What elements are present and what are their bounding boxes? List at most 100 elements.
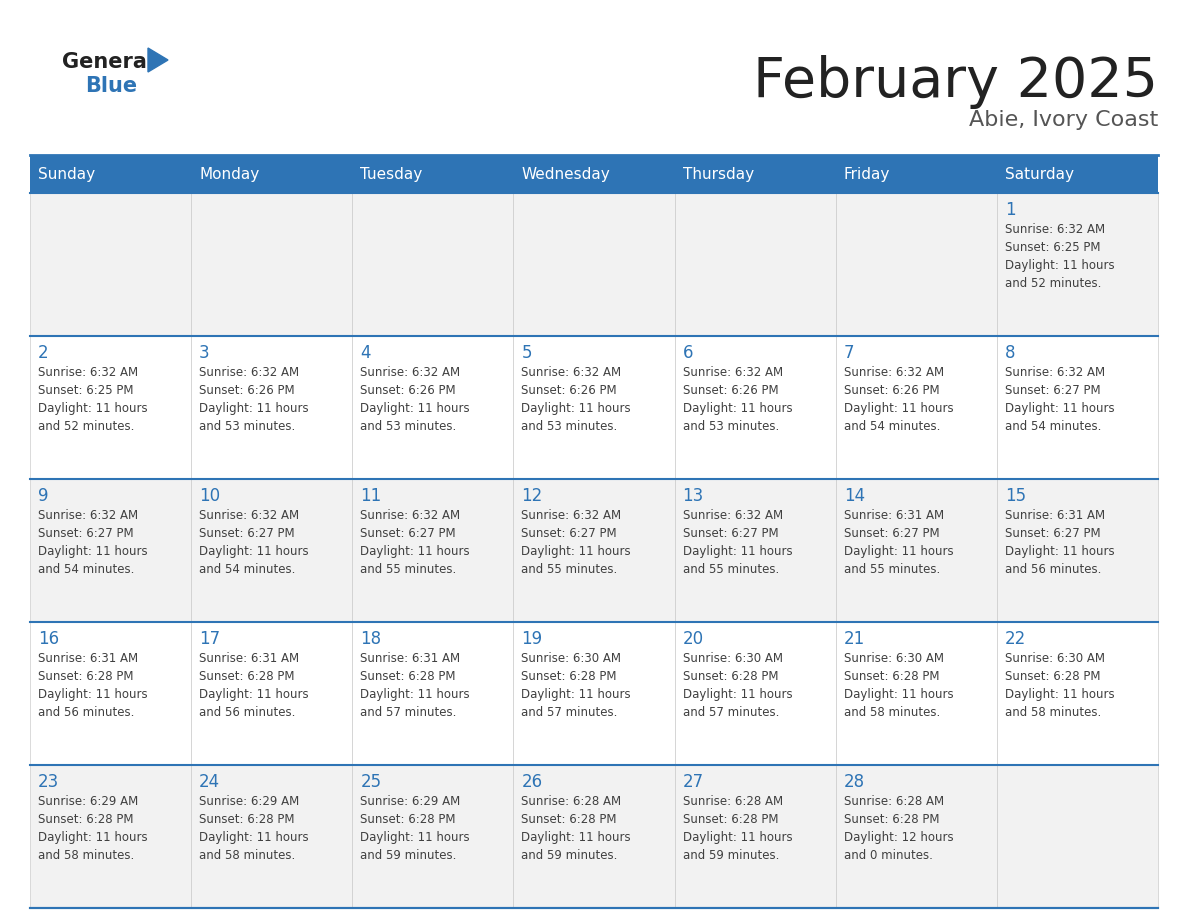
Text: Daylight: 11 hours: Daylight: 11 hours <box>683 688 792 701</box>
Text: Sunrise: 6:32 AM: Sunrise: 6:32 AM <box>38 509 138 522</box>
Bar <box>675 622 835 765</box>
Text: Sunrise: 6:30 AM: Sunrise: 6:30 AM <box>522 652 621 665</box>
Text: 23: 23 <box>38 773 59 791</box>
Bar <box>513 765 675 908</box>
Bar <box>997 622 1158 765</box>
Text: Daylight: 11 hours: Daylight: 11 hours <box>38 402 147 415</box>
Text: Sunset: 6:28 PM: Sunset: 6:28 PM <box>200 670 295 683</box>
Text: and 59 minutes.: and 59 minutes. <box>522 849 618 862</box>
Bar <box>513 193 675 336</box>
Bar <box>835 336 997 479</box>
Text: Sunset: 6:28 PM: Sunset: 6:28 PM <box>522 813 617 826</box>
Text: Sunset: 6:27 PM: Sunset: 6:27 PM <box>843 527 940 540</box>
Text: Sunday: Sunday <box>38 166 95 182</box>
Text: Sunrise: 6:28 AM: Sunrise: 6:28 AM <box>522 795 621 808</box>
Text: 7: 7 <box>843 344 854 362</box>
Text: Daylight: 11 hours: Daylight: 11 hours <box>522 688 631 701</box>
Text: Sunset: 6:27 PM: Sunset: 6:27 PM <box>1005 384 1100 397</box>
Text: and 58 minutes.: and 58 minutes. <box>200 849 296 862</box>
Bar <box>353 479 513 622</box>
Text: and 57 minutes.: and 57 minutes. <box>360 706 456 719</box>
Bar <box>353 336 513 479</box>
Text: Sunset: 6:28 PM: Sunset: 6:28 PM <box>38 813 133 826</box>
Bar <box>353 622 513 765</box>
Text: Daylight: 11 hours: Daylight: 11 hours <box>843 688 953 701</box>
Bar <box>835 765 997 908</box>
Text: General: General <box>62 52 154 72</box>
Text: Sunset: 6:28 PM: Sunset: 6:28 PM <box>843 670 940 683</box>
Text: and 56 minutes.: and 56 minutes. <box>1005 563 1101 576</box>
Text: and 52 minutes.: and 52 minutes. <box>1005 277 1101 290</box>
Text: and 58 minutes.: and 58 minutes. <box>1005 706 1101 719</box>
Text: Daylight: 12 hours: Daylight: 12 hours <box>843 831 953 844</box>
Text: 20: 20 <box>683 630 703 648</box>
Text: Thursday: Thursday <box>683 166 753 182</box>
Bar <box>513 622 675 765</box>
Text: and 53 minutes.: and 53 minutes. <box>683 420 779 433</box>
Text: 16: 16 <box>38 630 59 648</box>
Text: and 59 minutes.: and 59 minutes. <box>360 849 456 862</box>
Text: and 53 minutes.: and 53 minutes. <box>522 420 618 433</box>
Bar <box>997 336 1158 479</box>
Text: Sunrise: 6:32 AM: Sunrise: 6:32 AM <box>683 509 783 522</box>
Bar <box>191 765 353 908</box>
Text: Sunset: 6:27 PM: Sunset: 6:27 PM <box>1005 527 1100 540</box>
Bar <box>30 765 191 908</box>
Text: Sunrise: 6:29 AM: Sunrise: 6:29 AM <box>200 795 299 808</box>
Bar <box>191 336 353 479</box>
Text: Sunrise: 6:32 AM: Sunrise: 6:32 AM <box>360 509 461 522</box>
Bar <box>835 622 997 765</box>
Text: 3: 3 <box>200 344 210 362</box>
Text: and 0 minutes.: and 0 minutes. <box>843 849 933 862</box>
Text: Sunrise: 6:32 AM: Sunrise: 6:32 AM <box>200 366 299 379</box>
Bar <box>675 193 835 336</box>
Text: Abie, Ivory Coast: Abie, Ivory Coast <box>968 110 1158 130</box>
Text: Daylight: 11 hours: Daylight: 11 hours <box>683 831 792 844</box>
Text: and 55 minutes.: and 55 minutes. <box>360 563 456 576</box>
Text: Sunset: 6:28 PM: Sunset: 6:28 PM <box>1005 670 1100 683</box>
Text: Daylight: 11 hours: Daylight: 11 hours <box>1005 259 1114 272</box>
Text: and 53 minutes.: and 53 minutes. <box>360 420 456 433</box>
Text: Sunset: 6:27 PM: Sunset: 6:27 PM <box>683 527 778 540</box>
Text: Sunset: 6:28 PM: Sunset: 6:28 PM <box>522 670 617 683</box>
Text: 8: 8 <box>1005 344 1016 362</box>
Bar <box>191 622 353 765</box>
Text: Sunset: 6:28 PM: Sunset: 6:28 PM <box>200 813 295 826</box>
Text: Daylight: 11 hours: Daylight: 11 hours <box>38 688 147 701</box>
Text: 18: 18 <box>360 630 381 648</box>
Polygon shape <box>148 48 168 72</box>
Text: Daylight: 11 hours: Daylight: 11 hours <box>843 402 953 415</box>
Text: Sunrise: 6:28 AM: Sunrise: 6:28 AM <box>683 795 783 808</box>
Text: Daylight: 11 hours: Daylight: 11 hours <box>200 688 309 701</box>
Text: 9: 9 <box>38 487 49 505</box>
Text: Sunrise: 6:31 AM: Sunrise: 6:31 AM <box>38 652 138 665</box>
Text: and 58 minutes.: and 58 minutes. <box>38 849 134 862</box>
Text: 13: 13 <box>683 487 703 505</box>
Text: Sunrise: 6:31 AM: Sunrise: 6:31 AM <box>843 509 943 522</box>
Bar <box>513 336 675 479</box>
Text: Sunset: 6:28 PM: Sunset: 6:28 PM <box>360 813 456 826</box>
Text: Sunset: 6:26 PM: Sunset: 6:26 PM <box>200 384 295 397</box>
Text: 11: 11 <box>360 487 381 505</box>
Text: Daylight: 11 hours: Daylight: 11 hours <box>200 402 309 415</box>
Text: 28: 28 <box>843 773 865 791</box>
Bar <box>353 193 513 336</box>
Text: February 2025: February 2025 <box>753 55 1158 109</box>
Text: and 53 minutes.: and 53 minutes. <box>200 420 296 433</box>
Text: 15: 15 <box>1005 487 1026 505</box>
Text: Sunrise: 6:32 AM: Sunrise: 6:32 AM <box>1005 366 1105 379</box>
Text: Sunset: 6:27 PM: Sunset: 6:27 PM <box>522 527 617 540</box>
Text: Daylight: 11 hours: Daylight: 11 hours <box>683 402 792 415</box>
Text: and 54 minutes.: and 54 minutes. <box>1005 420 1101 433</box>
Bar <box>675 765 835 908</box>
Text: 24: 24 <box>200 773 220 791</box>
Text: Sunset: 6:27 PM: Sunset: 6:27 PM <box>360 527 456 540</box>
Text: Daylight: 11 hours: Daylight: 11 hours <box>683 545 792 558</box>
Text: 27: 27 <box>683 773 703 791</box>
Text: Sunset: 6:25 PM: Sunset: 6:25 PM <box>38 384 133 397</box>
Text: Daylight: 11 hours: Daylight: 11 hours <box>360 402 470 415</box>
Text: Daylight: 11 hours: Daylight: 11 hours <box>522 831 631 844</box>
Text: Sunrise: 6:30 AM: Sunrise: 6:30 AM <box>843 652 943 665</box>
Text: Sunset: 6:28 PM: Sunset: 6:28 PM <box>843 813 940 826</box>
Text: 6: 6 <box>683 344 693 362</box>
